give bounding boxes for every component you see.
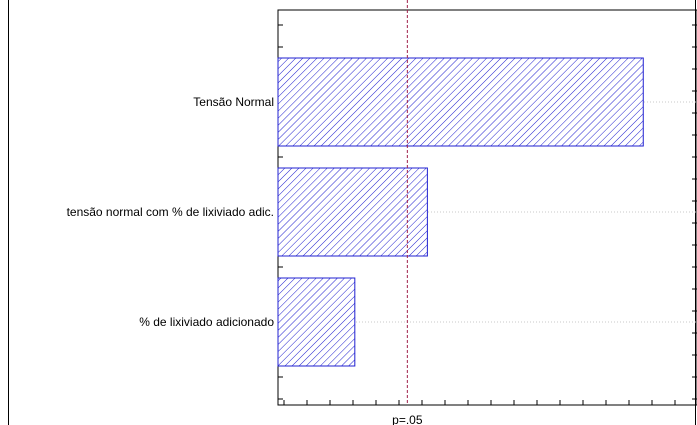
- category-label: tensão normal com % de lixiviado adic.: [67, 205, 274, 219]
- bar: [277, 167, 428, 257]
- bars: [277, 57, 644, 367]
- category-label: Tensão Normal: [193, 95, 274, 109]
- category-label: % de lixiviado adicionado: [139, 315, 274, 329]
- bar: [277, 277, 356, 367]
- significance-label: p=.05: [392, 413, 423, 425]
- category-labels: Tensão Normal tensão normal com % de lixi…: [67, 95, 275, 329]
- bar: [277, 57, 644, 147]
